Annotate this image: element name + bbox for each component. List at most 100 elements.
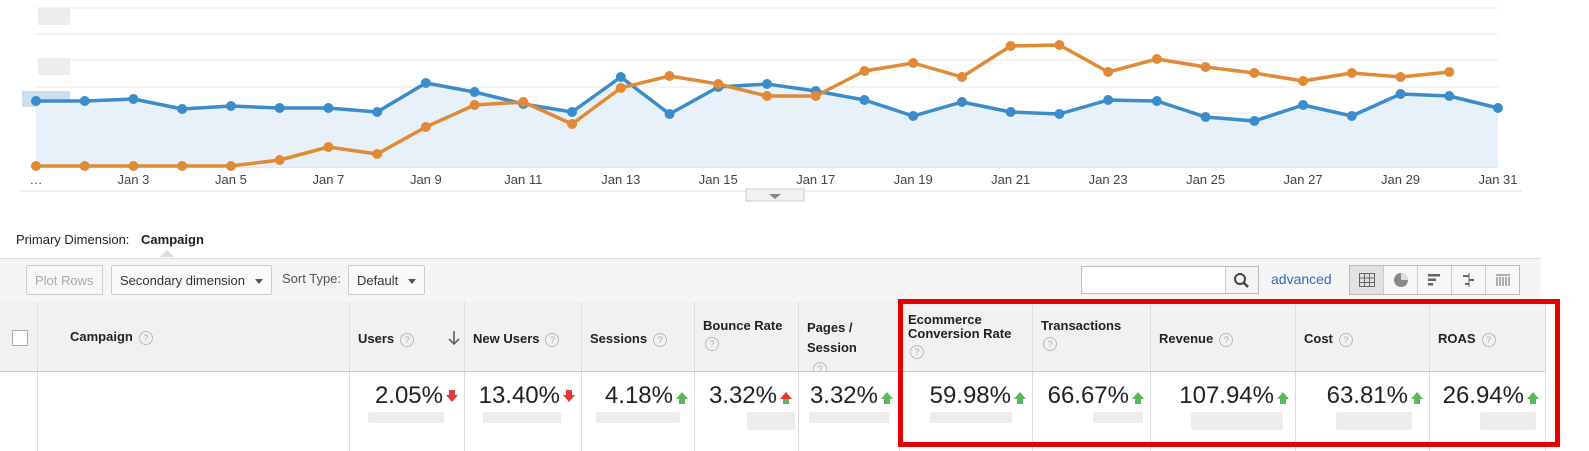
pie-view-button[interactable] — [1384, 266, 1418, 294]
data-point — [1444, 67, 1455, 77]
help-icon[interactable]: ? — [545, 332, 560, 347]
sort-type-dropdown[interactable]: Default — [348, 265, 426, 295]
data-point — [1395, 72, 1406, 82]
summary-value: 63.81% — [1326, 382, 1408, 409]
data-point — [1103, 67, 1114, 77]
data-point — [1249, 116, 1260, 126]
data-point — [1444, 91, 1455, 101]
blurred-value — [1093, 412, 1143, 423]
data-table-view-button[interactable] — [1350, 266, 1384, 294]
blurred-value — [930, 412, 1012, 423]
data-point — [762, 79, 772, 89]
series-line — [36, 43, 1450, 168]
up-arrow-icon — [1277, 392, 1289, 404]
column-header-pages-session[interactable]: Pages / Session? — [799, 302, 900, 376]
pivot-icon — [1495, 274, 1510, 286]
column-header-cost[interactable]: Cost? — [1296, 302, 1430, 372]
comparison-view-button[interactable] — [1452, 266, 1486, 294]
column-header-new-users[interactable]: New Users? — [465, 302, 582, 372]
summary-sessions-cell: 4.18% — [582, 372, 695, 451]
summary-checkbox-cell — [0, 372, 38, 451]
data-point — [859, 66, 870, 76]
search-button[interactable] — [1225, 267, 1258, 293]
column-header-roas[interactable]: ROAS? — [1430, 302, 1546, 372]
column-label: Revenue — [1159, 331, 1214, 346]
column-header-revenue[interactable]: Revenue? — [1151, 302, 1296, 372]
down-arrow-icon — [446, 390, 458, 402]
y-axis-label-blurred — [38, 58, 70, 75]
data-point — [567, 119, 578, 129]
search-icon — [1234, 273, 1249, 288]
summary-roas-cell: 26.94% — [1430, 372, 1546, 451]
data-point — [323, 142, 334, 152]
data-point — [1346, 111, 1357, 121]
blurred-value — [368, 412, 444, 423]
data-point — [762, 91, 772, 101]
data-point — [1200, 62, 1211, 72]
x-tick-label: Jan 9 — [410, 172, 442, 187]
data-point — [956, 97, 967, 107]
help-icon[interactable]: ? — [400, 332, 415, 347]
secondary-dimension-label: Secondary dimension — [120, 273, 246, 288]
secondary-dimension-dropdown[interactable]: Secondary dimension — [111, 265, 273, 295]
sort-type-label: Sort Type: — [282, 271, 342, 286]
column-header-users[interactable]: Users? — [350, 302, 465, 372]
data-point — [177, 104, 188, 114]
column-header-bounce-rate[interactable]: Bounce Rate? — [695, 302, 799, 372]
data-point — [31, 161, 41, 171]
x-tick-label: Jan 7 — [312, 172, 344, 187]
data-point — [31, 96, 41, 106]
column-label: Ecommerce Conversion Rate — [908, 312, 1012, 341]
primary-dimension-label: Primary Dimension: — [16, 232, 130, 247]
chevron-down-icon — [408, 279, 417, 285]
x-tick-label: Jan 21 — [991, 172, 1030, 187]
data-point — [79, 161, 90, 171]
advanced-link[interactable]: advanced — [1271, 271, 1332, 287]
data-point — [615, 72, 626, 82]
x-tick-label: Jan 29 — [1381, 172, 1420, 187]
help-icon[interactable]: ? — [1219, 332, 1234, 347]
help-icon[interactable]: ? — [1338, 332, 1353, 347]
summary-value: 26.94% — [1442, 382, 1524, 409]
blurred-value — [747, 412, 795, 430]
help-icon[interactable]: ? — [1481, 332, 1496, 347]
summary-ecommerce-conversion-rate-cell: 59.98% — [900, 372, 1033, 451]
primary-dimension: Primary Dimension: Campaign — [16, 232, 204, 247]
column-label: Transactions — [1041, 318, 1122, 333]
summary-revenue-cell: 107.94% — [1151, 372, 1296, 451]
line-chart: … Jan 3 Jan 5 Jan 7 Jan 9 Jan 11 Jan 13 Jan 15 J… — [20, 7, 1522, 202]
x-tick-label: Jan 15 — [699, 172, 738, 187]
up-arrow-icon — [881, 392, 893, 404]
view-switcher — [1349, 265, 1520, 295]
data-point — [79, 96, 90, 106]
data-point — [469, 87, 480, 97]
help-icon[interactable]: ? — [653, 332, 668, 347]
select-all-checkbox[interactable] — [12, 330, 28, 346]
primary-dimension-value[interactable]: Campaign — [141, 232, 204, 247]
column-header-sessions[interactable]: Sessions? — [582, 302, 695, 372]
table-search-input[interactable] — [1081, 266, 1259, 294]
data-point — [274, 103, 285, 113]
help-icon[interactable]: ? — [1043, 337, 1057, 351]
help-icon[interactable]: ? — [705, 337, 719, 351]
data-point — [420, 78, 431, 88]
column-label: Sessions — [590, 331, 648, 346]
data-point — [420, 122, 431, 132]
column-label: ROAS — [1438, 331, 1476, 346]
up-arrow-icon — [676, 392, 688, 404]
column-header-campaign[interactable]: Campaign? — [38, 302, 350, 372]
performance-view-button[interactable] — [1418, 266, 1452, 294]
data-point — [1054, 109, 1065, 119]
data-point — [664, 109, 675, 119]
x-tick-label: Jan 19 — [894, 172, 933, 187]
data-point — [1054, 40, 1065, 50]
select-all-header — [0, 302, 38, 372]
column-header-transactions[interactable]: Transactions? — [1033, 302, 1151, 372]
column-header-ecommerce-conversion-rate[interactable]: Ecommerce Conversion Rate? — [900, 302, 1033, 372]
plot-rows-button[interactable]: Plot Rows — [26, 265, 103, 295]
help-icon[interactable]: ? — [138, 330, 153, 345]
pivot-view-button[interactable] — [1486, 266, 1519, 294]
data-point — [372, 149, 383, 159]
help-icon[interactable]: ? — [910, 345, 924, 359]
data-point — [859, 95, 870, 105]
